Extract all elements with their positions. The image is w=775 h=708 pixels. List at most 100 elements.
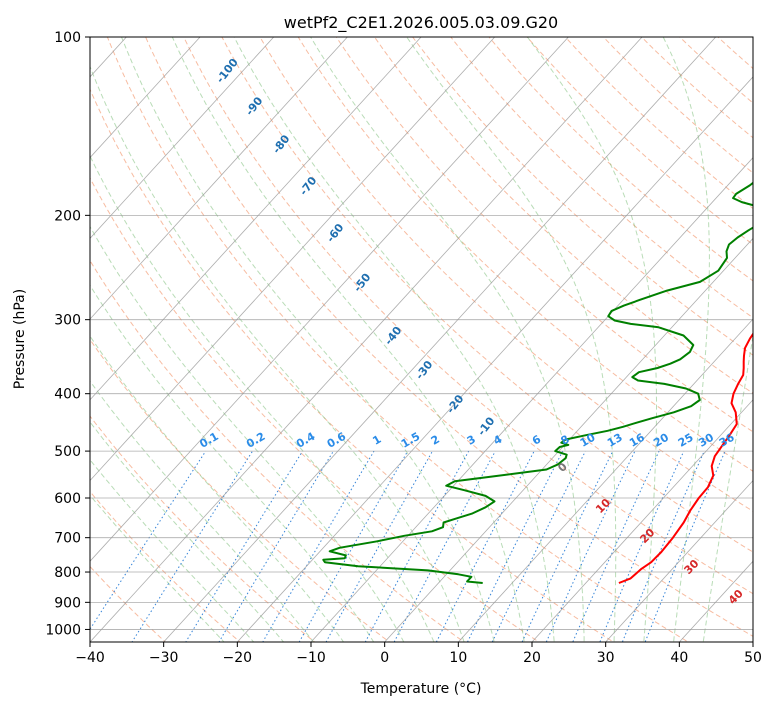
moist-adiabat <box>702 332 753 642</box>
y-tick-label: 400 <box>54 387 81 403</box>
dry-adiabat <box>90 88 615 642</box>
plot-frame <box>89 36 754 643</box>
dry-adiabat <box>90 177 540 642</box>
mixing-ratio-label: 20 <box>651 431 671 450</box>
isotherm <box>458 318 753 642</box>
dry-adiabat <box>259 37 753 512</box>
moist-adiabat <box>90 421 285 642</box>
isotherm <box>163 37 717 642</box>
mixing-ratio-label: 4 <box>491 433 504 448</box>
dry-adiabat-label: -90 <box>243 94 266 118</box>
y-tick-label: 100 <box>54 30 81 46</box>
moist-adiabat <box>406 37 617 642</box>
mixing-ratio-label: 0.4 <box>294 430 318 451</box>
mixing-ratio-line <box>491 450 586 642</box>
mixing-ratio-label: 13 <box>605 431 625 450</box>
mixing-ratio-line <box>131 450 254 642</box>
mixing-ratio-line <box>644 450 726 642</box>
dry-adiabat <box>183 37 753 595</box>
dry-adiabat <box>90 338 391 642</box>
x-tick-label: 40 <box>670 650 688 666</box>
mixing-ratio-line <box>466 450 564 642</box>
dewpoint-line <box>322 181 753 584</box>
mixing-ratio-label: 3 <box>465 433 478 448</box>
mixing-ratio-line <box>599 450 685 642</box>
moist-adiabat <box>90 225 405 642</box>
y-tick-label: 200 <box>54 208 81 224</box>
x-tick-label: −30 <box>149 650 179 666</box>
mixing-ratio-line <box>435 450 535 642</box>
dry-adiabat <box>297 37 753 472</box>
isotherm <box>90 37 496 482</box>
mixing-ratio-line <box>521 450 614 642</box>
dry-adiabat <box>602 37 753 174</box>
dry-adiabat-label: -100 <box>214 56 241 86</box>
mixing-ratio-label: 1 <box>370 433 383 448</box>
dry-adiabat <box>221 37 753 553</box>
moist-adiabat <box>90 65 465 642</box>
dry-adiabat <box>106 37 690 642</box>
dry-adiabat-label: -40 <box>382 324 405 348</box>
mixing-ratio-line <box>185 450 304 642</box>
moist-adiabat-label: 30 <box>682 557 702 577</box>
moist-adiabat <box>171 37 525 642</box>
dry-adiabat-label: -50 <box>351 271 374 295</box>
x-tick-label: −10 <box>296 650 326 666</box>
x-tick-label: −20 <box>223 650 253 666</box>
moist-adiabat <box>121 37 495 642</box>
mixing-ratio-line <box>545 450 636 642</box>
x-tick-label: 10 <box>449 650 467 666</box>
mixing-ratio-line <box>262 450 375 642</box>
dry-adiabat-label: -60 <box>324 221 347 245</box>
moist-adiabat <box>662 37 710 642</box>
mixing-ratio-label: 2 <box>429 433 442 448</box>
mixing-ratio-line <box>90 450 207 631</box>
moist-adiabat <box>526 37 657 642</box>
mixing-ratio-label: 6 <box>530 433 543 448</box>
x-tick-label: 50 <box>744 650 762 666</box>
x-tick-label: 0 <box>380 650 389 666</box>
isotherm <box>605 479 753 642</box>
y-tick-label: 1000 <box>45 622 81 638</box>
dry-adiabat-label: -30 <box>413 358 436 382</box>
y-tick-label: 700 <box>54 531 81 547</box>
dry-adiabat <box>742 24 775 649</box>
dry-adiabat <box>335 37 753 433</box>
mixing-ratio-label: 1.5 <box>399 430 422 451</box>
mixing-ratio-label: 30 <box>696 431 716 450</box>
mixing-ratio-line <box>393 450 496 642</box>
dry-adiabat <box>564 37 753 210</box>
moist-adiabat <box>90 154 435 642</box>
isotherm <box>90 37 201 159</box>
x-tick-label: −40 <box>75 650 105 666</box>
isotherm <box>237 76 753 642</box>
dry-adiabat-label: -80 <box>270 132 293 156</box>
isotherm <box>90 37 275 239</box>
y-tick-label: 800 <box>54 565 81 581</box>
mixing-ratio-label: 0.6 <box>325 430 349 451</box>
y-tick-label: 600 <box>54 491 81 507</box>
dry-adiabat <box>488 37 753 282</box>
moist-adiabat-label: 10 <box>593 496 613 516</box>
mixing-ratio-label: 25 <box>676 431 696 450</box>
isotherm <box>90 37 422 401</box>
moist-adiabat <box>90 380 315 642</box>
x-tick-label: 20 <box>523 650 541 666</box>
dry-adiabat <box>145 37 753 637</box>
dry-adiabat-label: -70 <box>297 174 320 198</box>
chart-title: wetPf2_C2E1.2026.005.03.09.G20 <box>284 13 558 33</box>
isotherm <box>90 37 643 642</box>
moist-adiabat-label: 40 <box>726 587 746 607</box>
background-lines <box>90 24 775 649</box>
moist-adiabat-label: 20 <box>637 526 657 546</box>
dry-adiabat <box>90 259 465 642</box>
mixing-ratio-label: 0.2 <box>244 430 267 451</box>
mixing-ratio-label: 16 <box>627 431 647 450</box>
y-tick-label: 900 <box>54 595 81 611</box>
x-axis-label: Temperature (°C) <box>360 681 482 697</box>
isotherm <box>310 157 753 642</box>
y-tick-label: 300 <box>54 313 81 329</box>
moist-adiabat <box>90 458 255 642</box>
line-annotations: -100-90-80-70-60-50-40-30-20-100.1 0.2 0.4… <box>197 56 746 607</box>
isotherm <box>90 37 348 320</box>
